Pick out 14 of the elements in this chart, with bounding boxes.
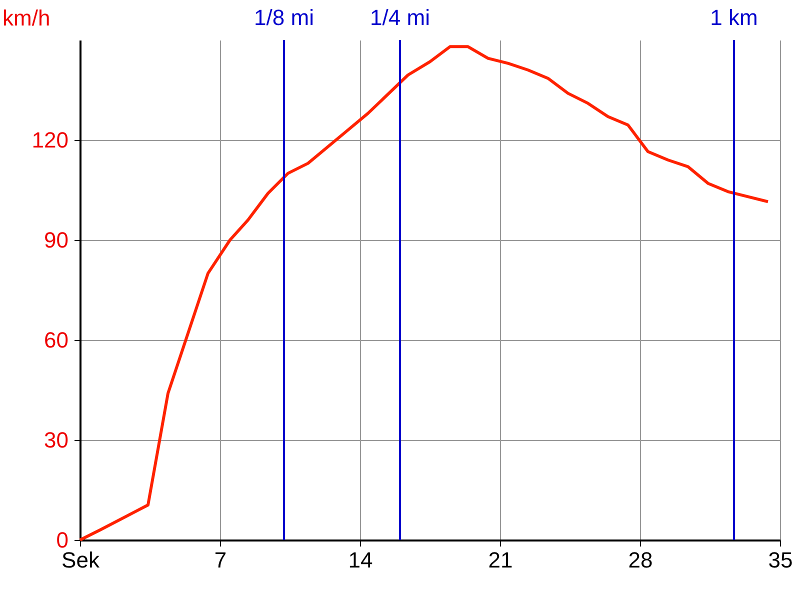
line-series — [78, 45, 770, 542]
y-axis-title: km/h — [2, 6, 50, 30]
x-tick-label: 35 — [768, 548, 793, 572]
y-tick-label: 120 — [32, 128, 68, 152]
y-tick-label: 60 — [44, 328, 68, 352]
x-tick-label: 28 — [628, 548, 653, 572]
x-tick-label: 14 — [348, 548, 373, 572]
x-tick-label: 7 — [214, 548, 227, 572]
x-tick-label: 21 — [488, 548, 513, 572]
ref-line-label: 1 km — [710, 5, 758, 30]
y-tick-label: 90 — [44, 228, 68, 252]
ref-line-label: 1/4 mi — [370, 5, 430, 30]
y-tick-label: 30 — [44, 428, 68, 452]
ref-line-label: 1/8 mi — [254, 5, 314, 30]
